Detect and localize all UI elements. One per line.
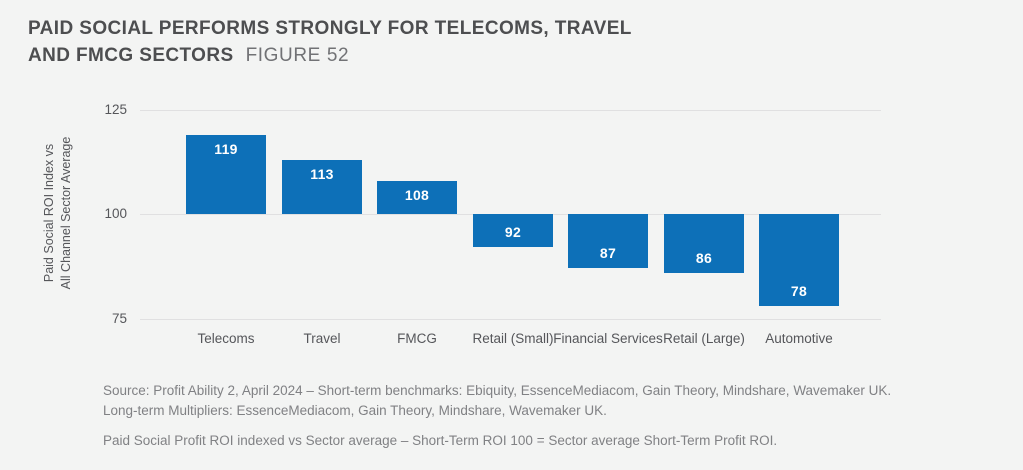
source-note-line2: Long-term Multipliers: EssenceMediacom, …: [103, 403, 607, 418]
bar-value-label: 108: [404, 187, 430, 203]
category-label: Telecoms: [197, 331, 255, 346]
chart-title: PAID SOCIAL PERFORMS STRONGLY FOR TELECO…: [28, 15, 632, 69]
category-label: FMCG: [397, 331, 437, 346]
y-tick-label: 100: [104, 206, 127, 221]
category-label: Retail (Small): [472, 331, 554, 346]
footnotes: Source: Profit Ability 2, April 2024 – S…: [103, 381, 983, 451]
bar-telecoms: 119: [186, 135, 266, 214]
gridline: [140, 319, 881, 320]
y-tick-label: 125: [104, 102, 127, 117]
gridline: [140, 110, 881, 111]
figure-number-label: FIGURE 52: [245, 45, 350, 66]
category-label: Travel: [303, 331, 341, 346]
bar-automotive: 78: [759, 214, 839, 306]
category-label: Automotive: [765, 331, 833, 346]
source-note-line1: Source: Profit Ability 2, April 2024 – S…: [103, 383, 892, 398]
roi-note: Paid Social Profit ROI indexed vs Sector…: [103, 433, 778, 448]
bar-value-label: 86: [695, 250, 713, 266]
bar-chart: Paid Social ROI Index vs All Channel Sec…: [42, 102, 881, 346]
bar-financial-services: 87: [568, 214, 648, 268]
bar-retail-large: 86: [664, 214, 744, 273]
bar-retail-small: 92: [473, 214, 553, 247]
bar-value-label: 92: [504, 224, 522, 240]
bar-travel: 113: [282, 160, 362, 214]
category-label: Retail (Large): [663, 331, 745, 346]
chart-title-line1: PAID SOCIAL PERFORMS STRONGLY FOR TELECO…: [28, 18, 632, 39]
bar-value-label: 87: [599, 245, 617, 261]
bar-fmcg: 108: [377, 181, 457, 214]
category-label: Financial Services: [553, 331, 663, 346]
chart-title-line2: AND FMCG SECTORS FIGURE 52: [28, 45, 350, 66]
y-axis-title: Paid Social ROI Index vs All Channel Sec…: [42, 136, 73, 290]
y-tick-label: 75: [111, 311, 127, 326]
bar-value-label: 113: [310, 166, 334, 182]
bar-value-label: 78: [790, 283, 808, 299]
bar-value-label: 119: [214, 141, 238, 157]
